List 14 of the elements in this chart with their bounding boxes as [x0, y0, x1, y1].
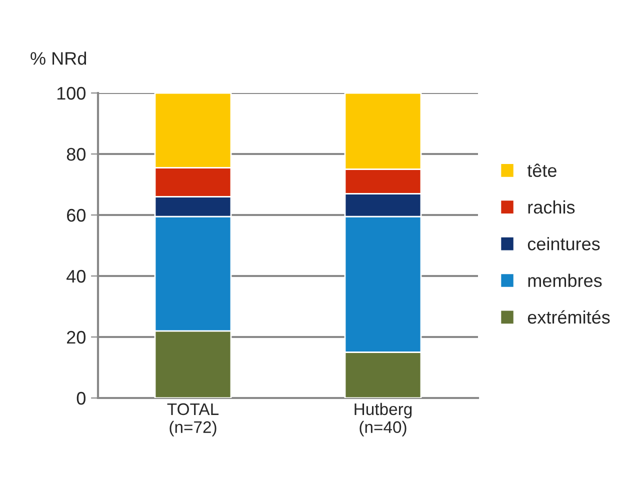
legend-label: tête [527, 164, 556, 177]
y-tick-label: 40 [66, 270, 86, 283]
x-tick-label: Hutberg (n=40) [354, 402, 412, 436]
legend-label: rachis [528, 200, 575, 214]
legend-label: extrémités [528, 310, 610, 324]
legend-label: membres [528, 274, 602, 288]
y-tick-label: 60 [67, 208, 86, 222]
y-tick-label: 100 [57, 86, 86, 100]
y-tick-label: 0 [76, 392, 86, 405]
y-tick-label: 80 [66, 148, 86, 161]
legend-label: ceintures [528, 237, 600, 250]
y-axis-title: % NRd [30, 52, 86, 65]
y-tick-label: 20 [67, 330, 86, 344]
x-tick-label: TOTAL (n=72) [167, 403, 219, 436]
